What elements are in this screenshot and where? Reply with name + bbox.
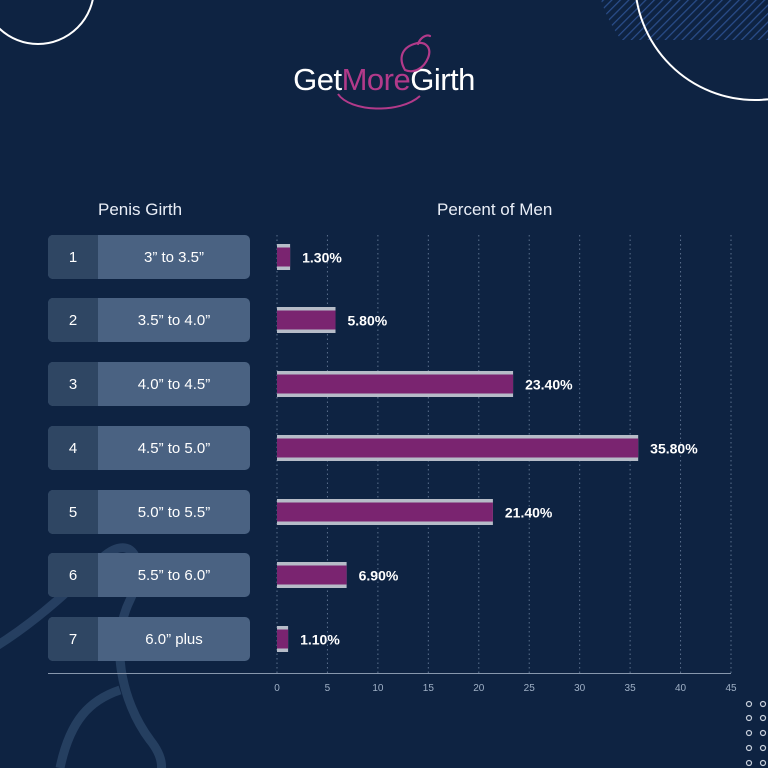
row-range: 5.5” to 6.0” (137, 566, 211, 584)
bar-value-label: 23.40% (525, 377, 573, 393)
logo-swoosh (337, 93, 421, 110)
eggplant-icon (400, 34, 432, 73)
x-tick-label: 30 (574, 683, 586, 694)
bar (277, 438, 639, 458)
dot-grid (745, 700, 767, 767)
row-rank: 3 (48, 362, 98, 406)
logo-text: GetMoreGirth (293, 62, 475, 97)
row-rank: 7 (48, 617, 98, 661)
girth-row: 7 6.0” plus (48, 617, 250, 661)
row-range: 5.0” to 5.5” (137, 503, 211, 521)
girth-row: 4 4.5” to 5.0” (48, 426, 250, 470)
bar-value-label: 6.90% (359, 568, 399, 584)
percent-column-header: Percent of Men (437, 200, 553, 219)
bar (277, 374, 514, 394)
brand-logo: GetMoreGirth (0, 34, 768, 110)
x-tick-label: 15 (423, 683, 435, 694)
x-tick-label: 0 (274, 683, 280, 694)
row-range: 3.5” to 4.0” (137, 311, 211, 329)
girth-row: 1 3” to 3.5” (48, 235, 250, 279)
bar-value-label: 1.30% (302, 250, 342, 266)
x-tick-label: 25 (524, 683, 536, 694)
bar (277, 629, 289, 649)
girth-row: 6 5.5” to 6.0” (48, 553, 250, 597)
row-range: 4.5” to 5.0” (137, 439, 211, 457)
x-tick-label: 10 (372, 683, 384, 694)
x-tick-label: 20 (473, 683, 485, 694)
bar-value-label: 5.80% (348, 313, 388, 329)
row-rank: 1 (48, 235, 98, 279)
row-range: 4.0” to 4.5” (137, 375, 211, 393)
girth-row: 5 5.0” to 5.5” (48, 490, 250, 534)
girth-column-header: Penis Girth (98, 200, 183, 219)
girth-row: 2 3.5” to 4.0” (48, 298, 250, 342)
row-rank: 6 (48, 553, 98, 597)
row-rank: 2 (48, 298, 98, 342)
bar-value-label: 1.10% (300, 632, 340, 648)
corner-circle-top-left (0, 0, 94, 45)
bar-value-label: 35.80% (650, 441, 698, 457)
bar (277, 502, 493, 522)
bar (277, 565, 347, 585)
corner-circle-top-right (635, 0, 768, 101)
x-tick-label: 45 (725, 683, 737, 694)
row-rank: 4 (48, 426, 98, 470)
row-range: 3” to 3.5” (143, 248, 205, 266)
x-tick-label: 5 (325, 683, 331, 694)
bar (277, 247, 291, 267)
bar-value-label: 21.40% (505, 505, 553, 521)
bar (277, 310, 336, 330)
axis-baseline (48, 673, 731, 674)
x-tick-label: 40 (675, 683, 687, 694)
x-tick-label: 35 (625, 683, 637, 694)
row-rank: 5 (48, 490, 98, 534)
girth-row: 3 4.0” to 4.5” (48, 362, 250, 406)
row-range: 6.0” plus (145, 630, 203, 648)
